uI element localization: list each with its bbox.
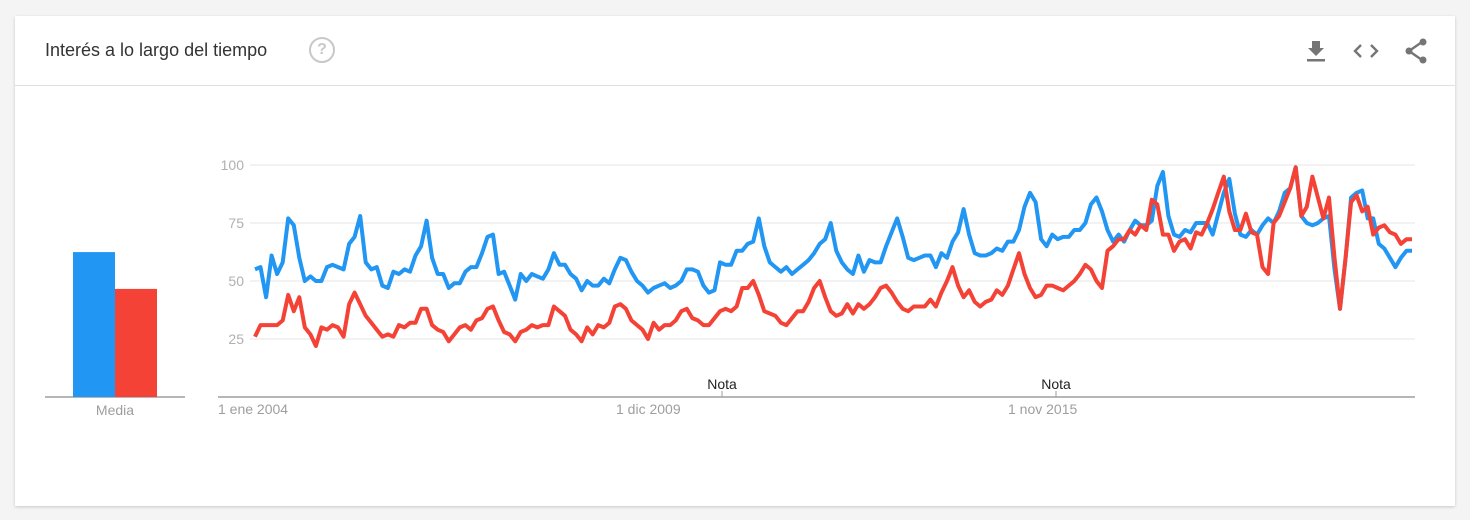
share-icon[interactable]: [1401, 36, 1431, 66]
grid-lines: [218, 164, 1415, 398]
y-tick-label: 50: [228, 273, 244, 289]
x-tick-label: 1 nov 2015: [1008, 401, 1077, 417]
x-tick-label: 1 dic 2009: [616, 401, 681, 417]
x-tick-label: 1 ene 2004: [218, 401, 288, 417]
average-bar-series-2: [115, 288, 157, 397]
interest-over-time-card: Interés a lo largo del tiempo ?: [15, 16, 1455, 506]
card-header: Interés a lo largo del tiempo ?: [15, 16, 1455, 86]
average-label: Media: [96, 402, 134, 418]
axis-labels: 25 50 75 100 1 ene 2004 1 dic 2009 1 nov 2015 N…: [96, 157, 1078, 418]
embed-code-icon[interactable]: [1351, 36, 1381, 66]
note-annotation: Nota: [1041, 376, 1071, 392]
average-bars: [45, 252, 185, 398]
note-annotation: Nota: [707, 376, 737, 392]
download-icon[interactable]: [1301, 36, 1331, 66]
series-line-1[interactable]: [254, 165, 1412, 311]
card-title: Interés a lo largo del tiempo: [45, 40, 268, 60]
help-icon[interactable]: ?: [309, 37, 335, 63]
series-line-2[interactable]: [253, 165, 1412, 348]
header-actions: [1301, 36, 1431, 66]
average-bar-series-1: [73, 252, 115, 397]
series-lines[interactable]: [253, 165, 1412, 348]
y-tick-label: 25: [228, 331, 244, 347]
y-tick-label: 75: [228, 215, 244, 231]
y-tick-label: 100: [221, 157, 245, 173]
